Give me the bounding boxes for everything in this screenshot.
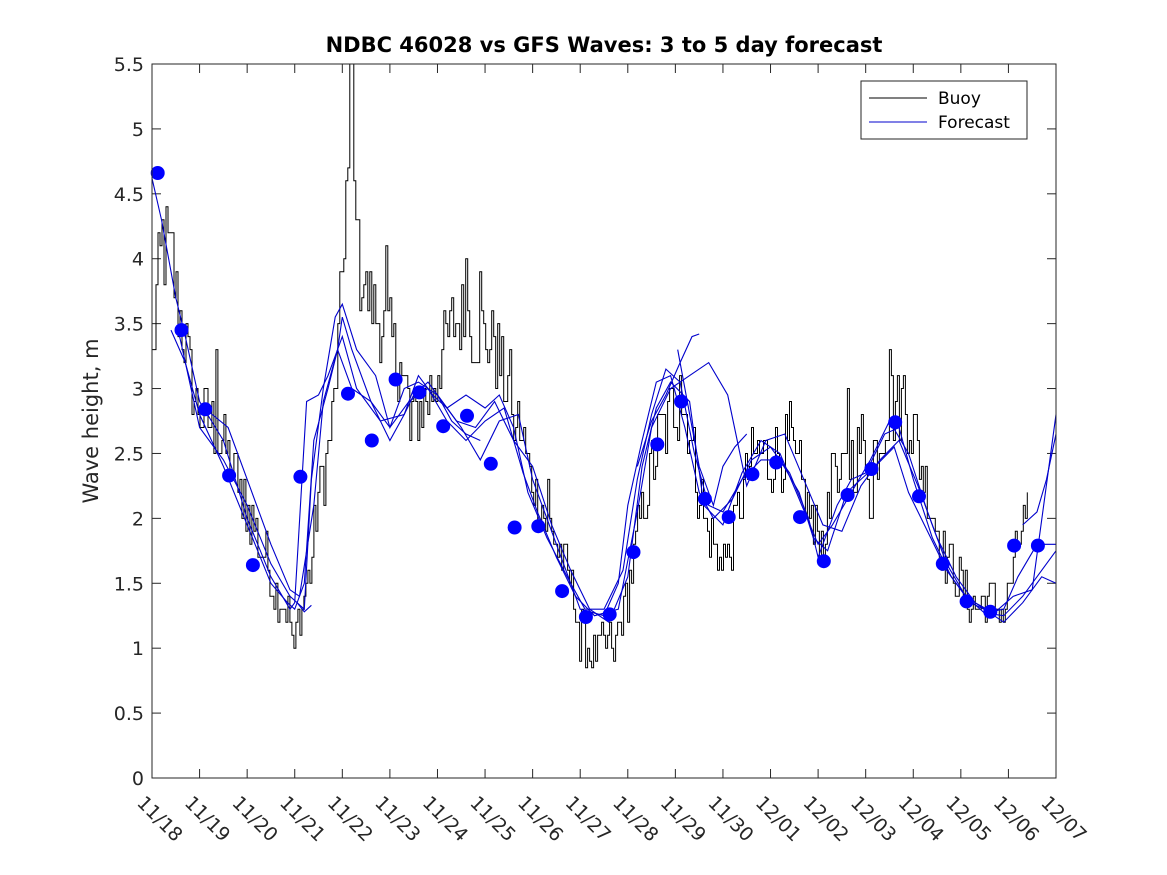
forecast-marker [650,437,665,452]
forecast-marker [483,456,498,471]
forecast-marker [460,408,474,423]
x-tick-label: 11/27 [561,792,615,846]
forecast-marker [1007,538,1022,553]
forecast-marker [793,510,807,525]
y-tick-label: 5 [132,119,144,141]
forecast-marker [436,419,451,434]
forecast-marker [935,556,950,571]
forecast-marker [912,489,926,504]
x-tick-label: 11/28 [608,792,662,846]
chart-title: NDBC 46028 vs GFS Waves: 3 to 5 day fore… [326,33,883,57]
y-tick-labels: 0 0.5 1 1.5 2 2.5 3 3.5 4 4.5 5 5.5 [114,54,144,790]
forecast-line-2 [170,316,1057,617]
forecast-marker [412,385,427,400]
forecast-marker [555,584,570,599]
x-tick-labels: 11/1811/1911/2011/2111/2211/2311/2411/25… [132,792,1090,846]
forecast-line-3 [177,302,1057,624]
y-tick-label: 2.5 [114,443,144,465]
forecast-marker [531,519,546,534]
plot-area [152,64,1056,778]
y-tick-label: 2 [132,508,144,530]
x-tick-label: 11/20 [228,792,282,846]
x-tick-label: 11/23 [370,792,424,846]
forecast-marker [293,469,308,484]
forecast-line-9 [1022,433,1057,526]
forecast-line-4 [203,347,1057,617]
forecast-marker [816,554,831,569]
forecast-marker [602,607,617,622]
x-tick-label: 11/19 [180,792,234,846]
x-tick-label: 11/30 [703,792,757,846]
x-tick-label: 11/29 [656,792,710,846]
y-axis-label: Wave height, m [79,338,103,503]
x-tick-label: 12/04 [894,792,948,846]
x-tick-label: 11/26 [513,792,567,846]
forecast-marker [174,323,189,338]
x-tick-label: 12/02 [799,792,853,846]
forecast-marker [507,520,522,535]
y-tick-label: 4 [132,249,144,271]
forecast-marker [222,468,237,483]
forecast-marker [888,415,903,430]
forecast-marker [769,455,784,470]
forecast-line-7 [437,394,481,442]
legend-buoy-label: Buoy [938,89,981,109]
legend-box [860,80,1028,140]
forecast-marker [959,594,974,609]
y-tick-label: 4.5 [114,184,144,206]
x-tick-label: 11/25 [466,792,520,846]
y-tick-label: 1.5 [114,573,144,595]
forecast-marker [626,545,641,560]
forecast-marker [864,462,879,476]
forecast-line-5 [677,349,748,508]
y-tick-label: 5.5 [114,54,144,76]
x-tick-label: 11/24 [418,792,472,846]
forecast-marker [840,488,855,502]
forecast-marker [364,433,379,448]
x-tick-label: 12/03 [846,792,900,846]
forecast-marker [1030,538,1045,553]
plot-frame [151,63,1057,779]
forecast-marker [697,491,712,506]
x-tick-label: 11/18 [132,792,186,846]
forecast-marker [150,166,165,180]
forecast-marker [388,372,403,387]
forecast-markers [150,166,1045,624]
forecast-marker [198,402,213,417]
y-tick-label: 0.5 [114,703,144,725]
forecast-marker [745,467,760,482]
y-tick-label: 1 [132,638,144,660]
legend-forecast-label: Forecast [938,113,1010,133]
forecast-marker [721,510,736,525]
forecast-line-8 [296,602,312,613]
x-tick-label: 12/06 [989,792,1043,846]
forecast-marker [245,558,260,573]
forecast-line-6 [636,333,700,467]
legend: Buoy Forecast [860,80,1028,140]
forecast-marker [341,386,355,401]
x-tick-label: 12/07 [1036,792,1090,846]
x-tick-label: 12/01 [751,792,805,846]
y-tick-label: 3.5 [114,314,144,336]
forecast-marker [674,394,689,409]
y-tick-label: 3 [132,379,144,401]
forecast-marker [983,604,998,619]
forecast-marker [578,610,593,624]
x-tick-label: 12/05 [941,792,995,846]
x-tick-label: 11/21 [275,792,329,846]
y-tick-label: 0 [132,768,144,790]
x-tick-label: 11/22 [323,792,377,846]
